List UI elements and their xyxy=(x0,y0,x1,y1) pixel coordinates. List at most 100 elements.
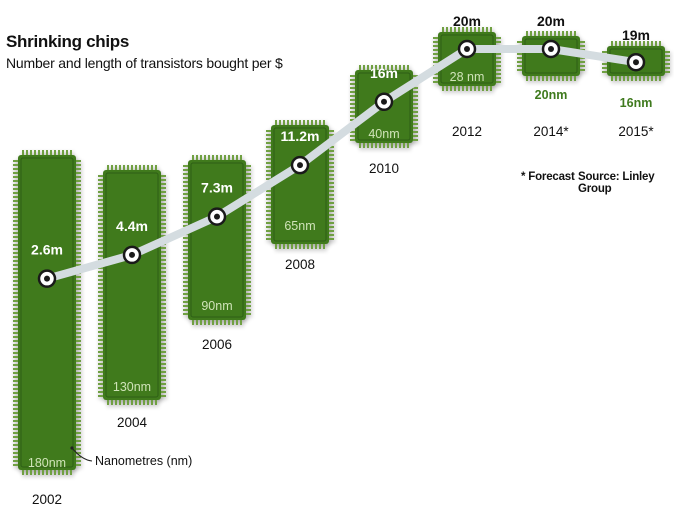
chip-pin xyxy=(76,216,81,218)
chip-pin xyxy=(246,205,251,207)
chip-pin xyxy=(212,320,214,325)
chip-pin xyxy=(13,356,18,358)
chip-pin xyxy=(350,83,355,85)
chip-pin xyxy=(183,177,188,179)
chip-pin xyxy=(183,297,188,299)
year-label: 2008 xyxy=(285,257,315,272)
chip-pin xyxy=(13,168,18,170)
chip-pin xyxy=(42,150,44,155)
chip-pin xyxy=(496,57,501,59)
chip-pin xyxy=(643,41,645,46)
chip-pin xyxy=(413,119,418,121)
chip-pin xyxy=(350,99,355,101)
chip-pin xyxy=(13,280,18,282)
chip-pin xyxy=(246,249,251,251)
chip-pin xyxy=(246,177,251,179)
chip-pin xyxy=(266,174,271,176)
chip-pin xyxy=(350,131,355,133)
chip-pin xyxy=(111,400,113,405)
chip-pin xyxy=(246,313,251,315)
chip-pin xyxy=(161,191,166,193)
chip-pin xyxy=(496,65,501,67)
chip-pin xyxy=(602,63,607,65)
chip-pin xyxy=(98,319,103,321)
chip-pin xyxy=(98,227,103,229)
chip-pin xyxy=(76,256,81,258)
chip-pin xyxy=(161,359,166,361)
chip-pin xyxy=(433,81,438,83)
chip-pin xyxy=(98,335,103,337)
chip-pin xyxy=(76,392,81,394)
chip-pin xyxy=(161,275,166,277)
chip-pin xyxy=(236,320,238,325)
chip-pin xyxy=(161,251,166,253)
chip-pin xyxy=(13,308,18,310)
chip-pin xyxy=(232,320,234,325)
chip-pin xyxy=(266,162,271,164)
chip-pin xyxy=(70,150,72,155)
chip-pin xyxy=(76,200,81,202)
chip-pin xyxy=(98,247,103,249)
chip-pin xyxy=(98,375,103,377)
chip-pin xyxy=(665,59,670,61)
chip-pin xyxy=(161,235,166,237)
chip-pin xyxy=(350,135,355,137)
chip-pin xyxy=(496,37,501,39)
chip-pin xyxy=(311,120,313,125)
chip-pin xyxy=(350,139,355,141)
chip-pin xyxy=(161,367,166,369)
chip-pin xyxy=(387,65,389,70)
chip-pin xyxy=(220,155,222,160)
node-size-label: 180nm xyxy=(28,456,66,470)
chip-pin xyxy=(30,150,32,155)
chip-pin xyxy=(161,291,166,293)
chip-pin xyxy=(224,320,226,325)
chip-pin xyxy=(98,307,103,309)
chip-pin xyxy=(496,69,501,71)
chip-pin xyxy=(496,53,501,55)
chip-pin xyxy=(139,400,141,405)
chip-pin xyxy=(139,165,141,170)
chip-pin xyxy=(98,299,103,301)
chip-pin xyxy=(183,185,188,187)
year-label: 2014* xyxy=(533,124,569,139)
chip-pin xyxy=(76,464,81,466)
chip-pin xyxy=(76,360,81,362)
chip-pin xyxy=(303,120,305,125)
chip-pin xyxy=(266,170,271,172)
chip-pin xyxy=(542,31,544,36)
chip-pin xyxy=(76,452,81,454)
chip-pin xyxy=(478,27,480,32)
chip-pin xyxy=(517,69,522,71)
chip-pin xyxy=(329,198,334,200)
chip-pin xyxy=(486,27,488,32)
chip-pin xyxy=(315,120,317,125)
chip-pin xyxy=(266,134,271,136)
chip-pin xyxy=(371,143,373,148)
chip-body xyxy=(188,160,246,320)
chip-pin xyxy=(131,165,133,170)
chip-pin xyxy=(570,31,572,36)
chip-pin xyxy=(307,120,309,125)
chip-pin xyxy=(76,448,81,450)
chip-pin xyxy=(407,143,409,148)
chip-pin xyxy=(635,76,637,81)
chip-pin xyxy=(38,150,40,155)
chip-pin xyxy=(639,41,641,46)
chip-pin xyxy=(183,197,188,199)
chip-inner-border xyxy=(357,72,411,141)
annotation-leader xyxy=(71,447,93,462)
chip-pin xyxy=(98,367,103,369)
chip-pin xyxy=(13,196,18,198)
year-label: 2006 xyxy=(202,337,232,352)
chip-pin xyxy=(611,76,613,81)
chip-pin xyxy=(76,332,81,334)
chip-pin xyxy=(542,76,544,81)
chip-pin xyxy=(433,53,438,55)
chip-pin xyxy=(643,76,645,81)
chip-pin xyxy=(329,218,334,220)
chip-pin xyxy=(13,396,18,398)
data-point-center xyxy=(464,46,470,52)
chip-pin xyxy=(470,86,472,91)
chip-pin xyxy=(246,213,251,215)
